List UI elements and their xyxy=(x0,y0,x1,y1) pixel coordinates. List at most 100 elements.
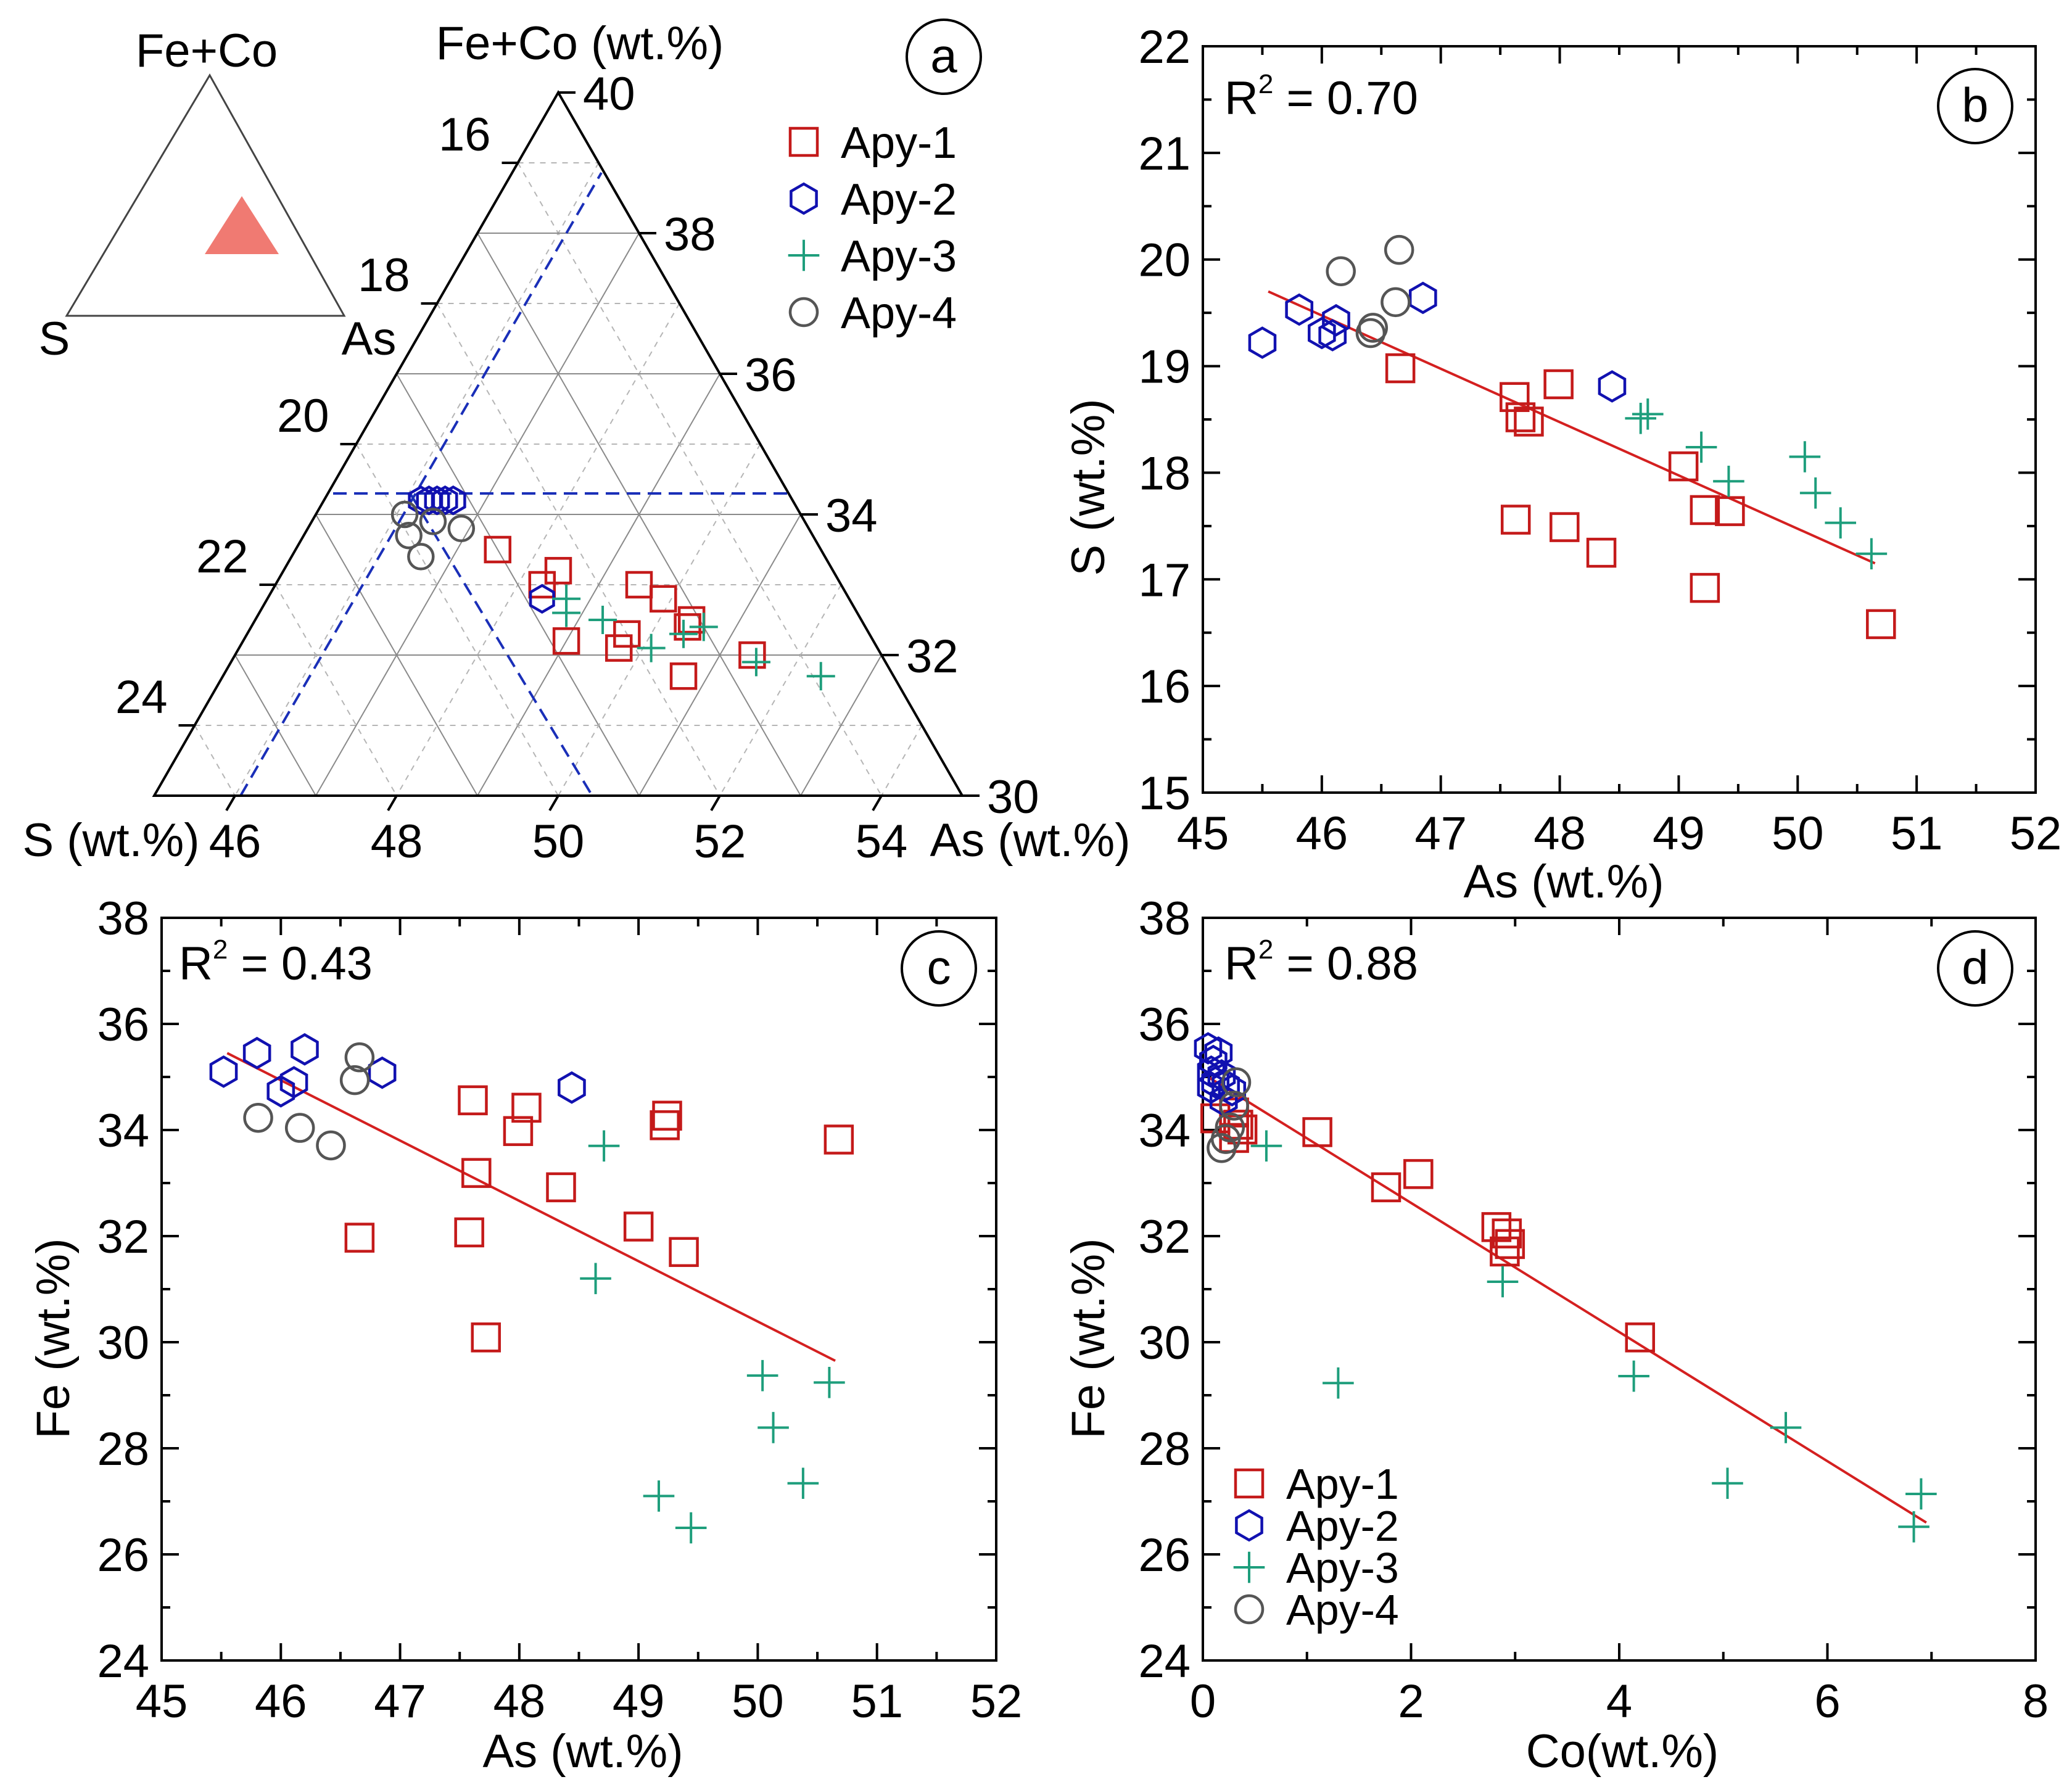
ternary-points xyxy=(390,485,835,691)
tick-label-fe: 40 xyxy=(583,68,635,120)
tick-label-s: 18 xyxy=(358,249,410,302)
point-b-apy-1 xyxy=(1586,537,1617,568)
tick-label-x: 45 xyxy=(136,1675,188,1728)
field-boundary-3 xyxy=(409,492,593,797)
ternary-left-axis-label: S (wt.%) xyxy=(22,814,199,867)
tick-label-y: 28 xyxy=(1138,1423,1191,1475)
point-d-apy-3 xyxy=(1898,1511,1930,1543)
point-c-apy-1 xyxy=(458,1085,488,1116)
ternary-point-apy-1 xyxy=(552,627,580,655)
legend-marker-apy-1 xyxy=(788,126,819,157)
tick-label-y: 38 xyxy=(97,893,149,945)
point-d-apy-1 xyxy=(1403,1159,1434,1189)
grid-line-as xyxy=(800,654,882,796)
panel-b-badge xyxy=(1937,68,2013,144)
point-c-apy-1 xyxy=(503,1116,534,1146)
inset-composition-field xyxy=(205,196,279,254)
panel-c-regression-line xyxy=(226,1052,836,1362)
point-d-apy-1 xyxy=(1492,1218,1522,1248)
ternary-point-apy-3 xyxy=(806,662,835,691)
tick-label-y: 36 xyxy=(97,999,149,1051)
point-c-apy-1 xyxy=(461,1158,492,1188)
tick-label-y: 15 xyxy=(1138,767,1191,820)
legend-marker-apy-1 xyxy=(1234,1468,1265,1499)
panel-d-x-axis-label: Co(wt.%) xyxy=(1526,1725,1719,1778)
ternary-point-apy-4 xyxy=(447,514,476,543)
panel-c-badge xyxy=(901,930,977,1007)
tick-label-y: 21 xyxy=(1138,128,1191,180)
ternary-point-apy-1 xyxy=(738,641,766,669)
tick-label-as: 50 xyxy=(532,815,585,868)
point-c-apy-3 xyxy=(787,1467,819,1499)
legend-marker-apy-4 xyxy=(788,297,819,328)
legend-marker-apy-4 xyxy=(1234,1594,1265,1625)
tick-label-x: 51 xyxy=(1891,807,1943,860)
point-c-apy-3 xyxy=(814,1367,845,1398)
point-c-apy-1 xyxy=(511,1092,542,1123)
point-b-apy-3 xyxy=(1855,538,1888,570)
legend-panel-a: Apy-1 Apy-2 Apy-3 Apy-4 xyxy=(788,118,957,338)
legend-label-apy-2: Apy-2 xyxy=(841,175,957,225)
point-c-apy-2 xyxy=(291,1033,319,1066)
point-c-apy-2 xyxy=(209,1055,238,1088)
point-b-apy-3 xyxy=(1632,398,1664,430)
point-b-apy-4 xyxy=(1326,256,1356,286)
ternary-grid xyxy=(194,162,923,796)
tick-label-x: 8 xyxy=(2023,1675,2049,1728)
tick-label-y: 34 xyxy=(97,1105,149,1157)
ternary-point-apy-1 xyxy=(528,571,556,599)
point-d-apy-2 xyxy=(1204,1036,1233,1069)
panel-c-label: c xyxy=(927,940,951,994)
grid-line-as xyxy=(234,162,600,796)
ternary-point-apy-1 xyxy=(613,620,641,648)
point-d-apy-2 xyxy=(1218,1074,1247,1107)
ternary-point-apy-4 xyxy=(419,508,447,535)
ternary-field-boundaries xyxy=(239,171,793,797)
point-b-apy-1 xyxy=(1385,353,1416,384)
point-d-apy-3 xyxy=(1770,1412,1802,1443)
grid-line-as xyxy=(396,303,680,796)
ternary-point-apy-2 xyxy=(529,584,555,614)
point-d-apy-1 xyxy=(1302,1117,1332,1147)
ternary-tick-labels: 16 18 20 22 24 46 48 50 52 54 30 32 34 36 38 40 xyxy=(115,68,1039,868)
tick-label-y: 36 xyxy=(1138,999,1191,1051)
tick-label-fe: 36 xyxy=(745,349,797,402)
point-c-apy-1 xyxy=(471,1322,501,1353)
tick-label-x: 6 xyxy=(1814,1675,1840,1728)
point-b-apy-2 xyxy=(1318,319,1347,352)
tick-as xyxy=(872,794,883,812)
point-b-apy-2 xyxy=(1408,281,1437,315)
point-b-apy-1 xyxy=(1550,512,1580,542)
panel-d-points xyxy=(1194,1032,1937,1543)
point-d-apy-3 xyxy=(1618,1360,1649,1392)
tick-label-x: 50 xyxy=(1772,807,1824,860)
point-b-apy-1 xyxy=(1543,369,1574,400)
panel-b-r2: R2 = 0.70 xyxy=(1224,69,1418,125)
tick-as xyxy=(710,794,721,812)
point-c-apy-1 xyxy=(823,1124,854,1155)
point-b-apy-2 xyxy=(1285,293,1314,326)
scatter-panel-b: 45 46 47 48 49 50 51 52 15 16 17 18 19 20 21 22 R2 = 0.… xyxy=(1062,21,2062,908)
grid-line-as xyxy=(719,584,842,796)
grid-line-s xyxy=(355,443,559,796)
ternary-point-apy-4 xyxy=(395,521,423,550)
legend-label-apy-2: Apy-2 xyxy=(1286,1502,1399,1550)
tick-label-y: 24 xyxy=(97,1635,149,1688)
point-c-apy-3 xyxy=(643,1480,675,1512)
point-d-apy-1 xyxy=(1625,1322,1655,1353)
ternary-point-apy-4 xyxy=(407,543,435,571)
ternary-top-axis-label: Fe+Co (wt.%) xyxy=(436,17,724,70)
point-b-apy-4 xyxy=(1381,287,1411,318)
point-c-apy-4 xyxy=(344,1042,375,1073)
legend-label-apy-1: Apy-1 xyxy=(841,118,957,168)
tick-label-x: 49 xyxy=(613,1675,665,1728)
point-b-apy-1 xyxy=(1514,406,1544,437)
point-b-apy-3 xyxy=(1825,507,1857,538)
tick-label-y: 28 xyxy=(97,1423,149,1475)
tick-as xyxy=(548,794,559,812)
tick-as xyxy=(387,794,398,812)
point-c-apy-2 xyxy=(242,1036,271,1070)
panel-d-label: d xyxy=(1962,940,1988,994)
ternary-point-apy-2 xyxy=(440,485,466,516)
